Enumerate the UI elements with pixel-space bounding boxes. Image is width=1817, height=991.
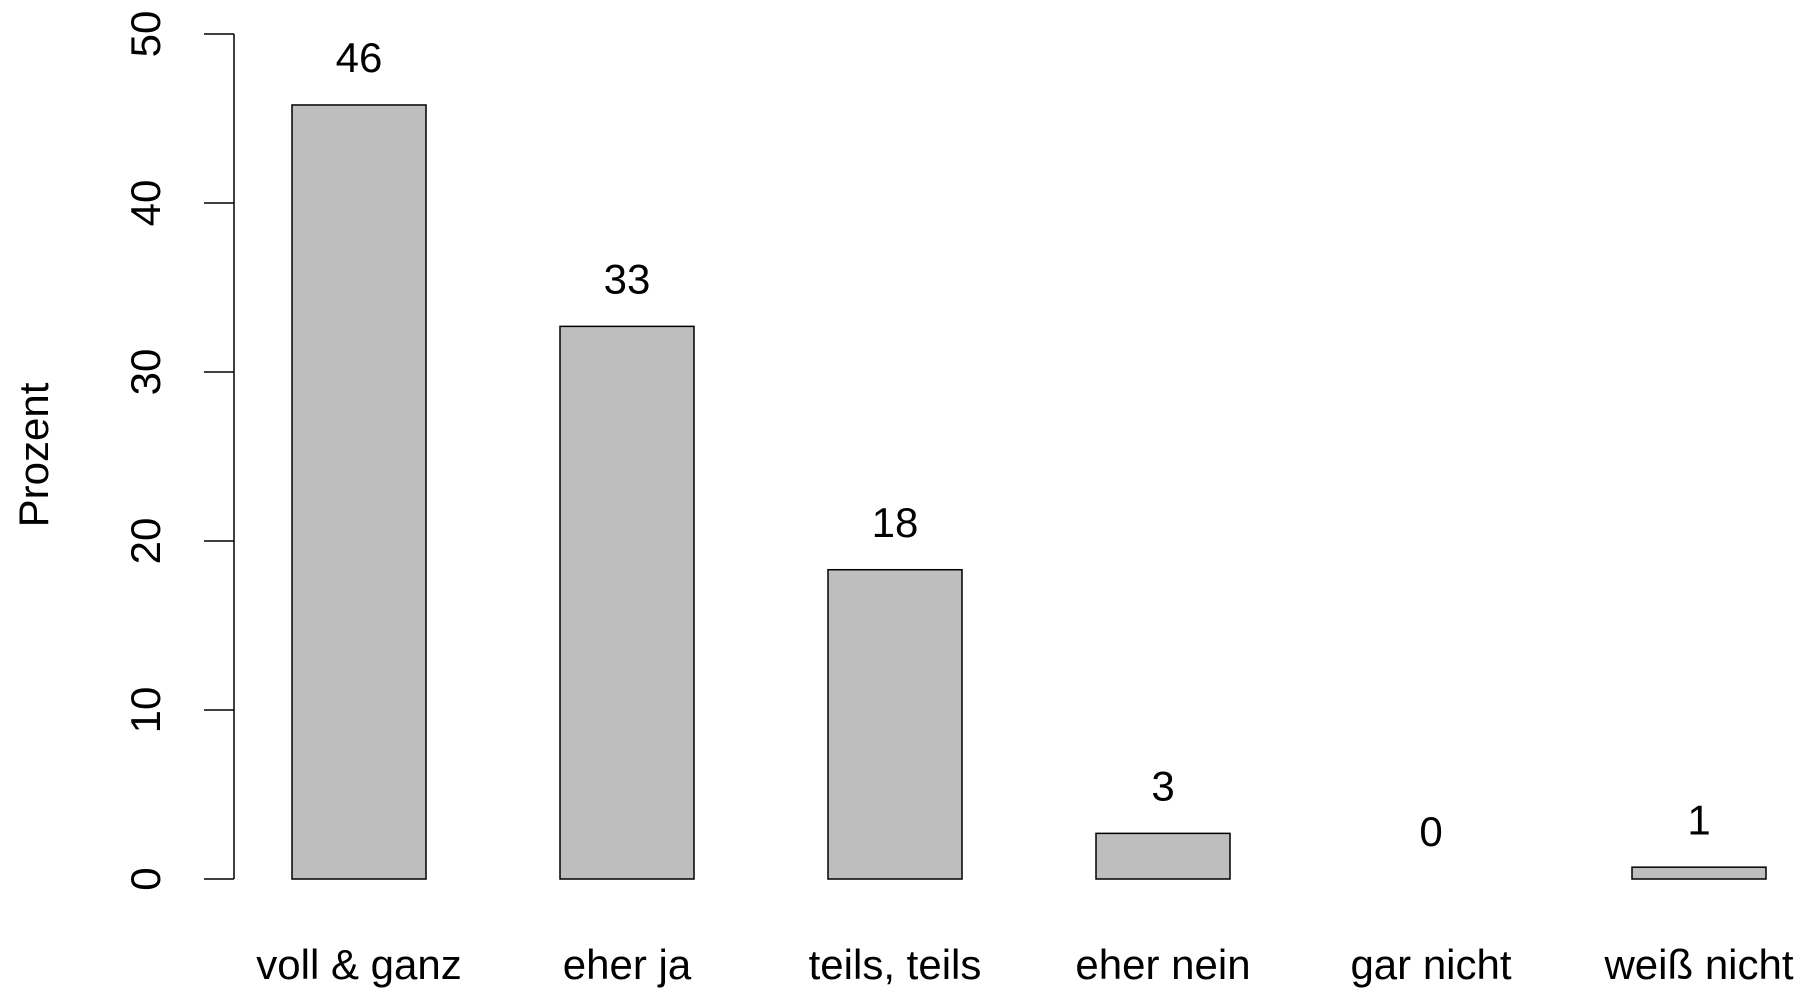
bar [291,104,427,880]
y-tick-label: 0 [122,867,169,890]
y-tick-label: 10 [122,687,169,734]
y-tick-label: 20 [122,518,169,565]
x-tick-label: gar nicht [1350,941,1511,988]
y-axis-label: Prozent [10,382,57,527]
bar [827,568,963,880]
x-tick-label: eher ja [563,941,692,988]
x-tick-label: voll & ganz [256,941,461,988]
bar [559,325,695,880]
value-label: 3 [1151,762,1174,809]
value-label: 33 [604,255,651,302]
x-tick-label: eher nein [1075,941,1250,988]
value-label: 18 [872,499,919,546]
x-tick-label: teils, teils [809,941,982,988]
x-tick-label: weiß nicht [1603,941,1793,988]
value-label: 0 [1419,808,1442,855]
value-label: 1 [1687,796,1710,843]
value-label: 46 [336,34,383,81]
y-tick-label: 40 [122,180,169,227]
y-tick-label: 30 [122,349,169,396]
bar [1095,832,1231,880]
y-tick-label: 50 [122,11,169,58]
bar [1631,866,1767,880]
